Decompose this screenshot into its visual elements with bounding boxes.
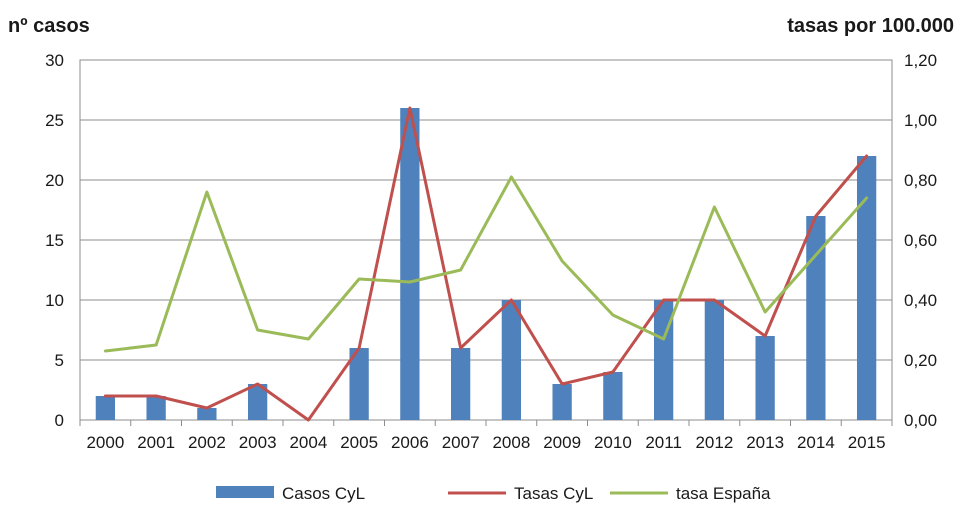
y-right-tick-label: 1,20 <box>904 51 937 70</box>
y-right-tick-label: 0,40 <box>904 291 937 310</box>
bar <box>197 408 217 420</box>
bar <box>400 108 420 420</box>
x-tick-label: 2007 <box>442 433 480 452</box>
axes: 0 5 10 15 20 25 30 0,00 0,20 0,40 0,60 0,80 1,00 1,20… <box>45 51 937 452</box>
x-tick-label: 2000 <box>86 433 124 452</box>
legend-label: Casos CyL <box>282 484 365 503</box>
y-right-tick-label: 0,20 <box>904 351 937 370</box>
gridlines <box>79 59 893 421</box>
bar <box>704 300 725 420</box>
bar <box>501 300 522 420</box>
y-right-tick-label: 0,60 <box>904 231 937 250</box>
bar <box>856 156 877 420</box>
bar <box>603 372 623 420</box>
y-right-axis-title: tasas por 100.000 <box>787 15 954 37</box>
y-left-tick-label: 15 <box>45 231 64 250</box>
y-left-tick-label: 0 <box>55 411 64 430</box>
x-tick-label: 2014 <box>797 433 835 452</box>
x-tick-label: 2015 <box>848 433 886 452</box>
x-tick-label: 2013 <box>746 433 784 452</box>
x-tick-label: 2009 <box>543 433 581 452</box>
x-tick-label: 2001 <box>137 433 175 452</box>
legend: Casos CyL Tasas CyL tasa España <box>216 484 771 503</box>
y-left-tick-label: 5 <box>55 351 64 370</box>
y-right-tick-label: 0,80 <box>904 171 937 190</box>
x-tick-label: 2008 <box>492 433 530 452</box>
x-tick-label: 2006 <box>391 433 429 452</box>
x-tick-label: 2004 <box>289 433 327 452</box>
y-left-axis-title: nº casos <box>8 15 90 37</box>
series-line <box>103 175 869 353</box>
bar <box>247 384 268 420</box>
y-left-tick-label: 25 <box>45 111 64 130</box>
x-tick-label: 2012 <box>695 433 733 452</box>
y-right-tick-label: 0,00 <box>904 411 937 430</box>
y-left-tick-label: 30 <box>45 51 64 70</box>
bar <box>95 396 116 420</box>
lines <box>103 106 869 422</box>
bar <box>450 348 471 420</box>
x-tick-label: 2010 <box>594 433 632 452</box>
x-tick-label: 2005 <box>340 433 378 452</box>
x-tick-label: 2003 <box>239 433 277 452</box>
y-left-tick-label: 20 <box>45 171 64 190</box>
bar <box>146 396 166 420</box>
bars <box>95 108 877 420</box>
x-tick-label: 2002 <box>188 433 226 452</box>
legend-label: tasa España <box>676 484 771 503</box>
series-line <box>103 106 869 422</box>
y-left-tick-label: 10 <box>45 291 64 310</box>
bar <box>755 336 775 420</box>
bar <box>806 216 826 420</box>
legend-label: Tasas CyL <box>514 484 593 503</box>
x-tick-label: 2011 <box>645 433 682 452</box>
y-right-tick-label: 1,00 <box>904 111 937 130</box>
bar <box>552 384 572 420</box>
bar <box>349 348 369 420</box>
legend-swatch <box>216 486 274 498</box>
